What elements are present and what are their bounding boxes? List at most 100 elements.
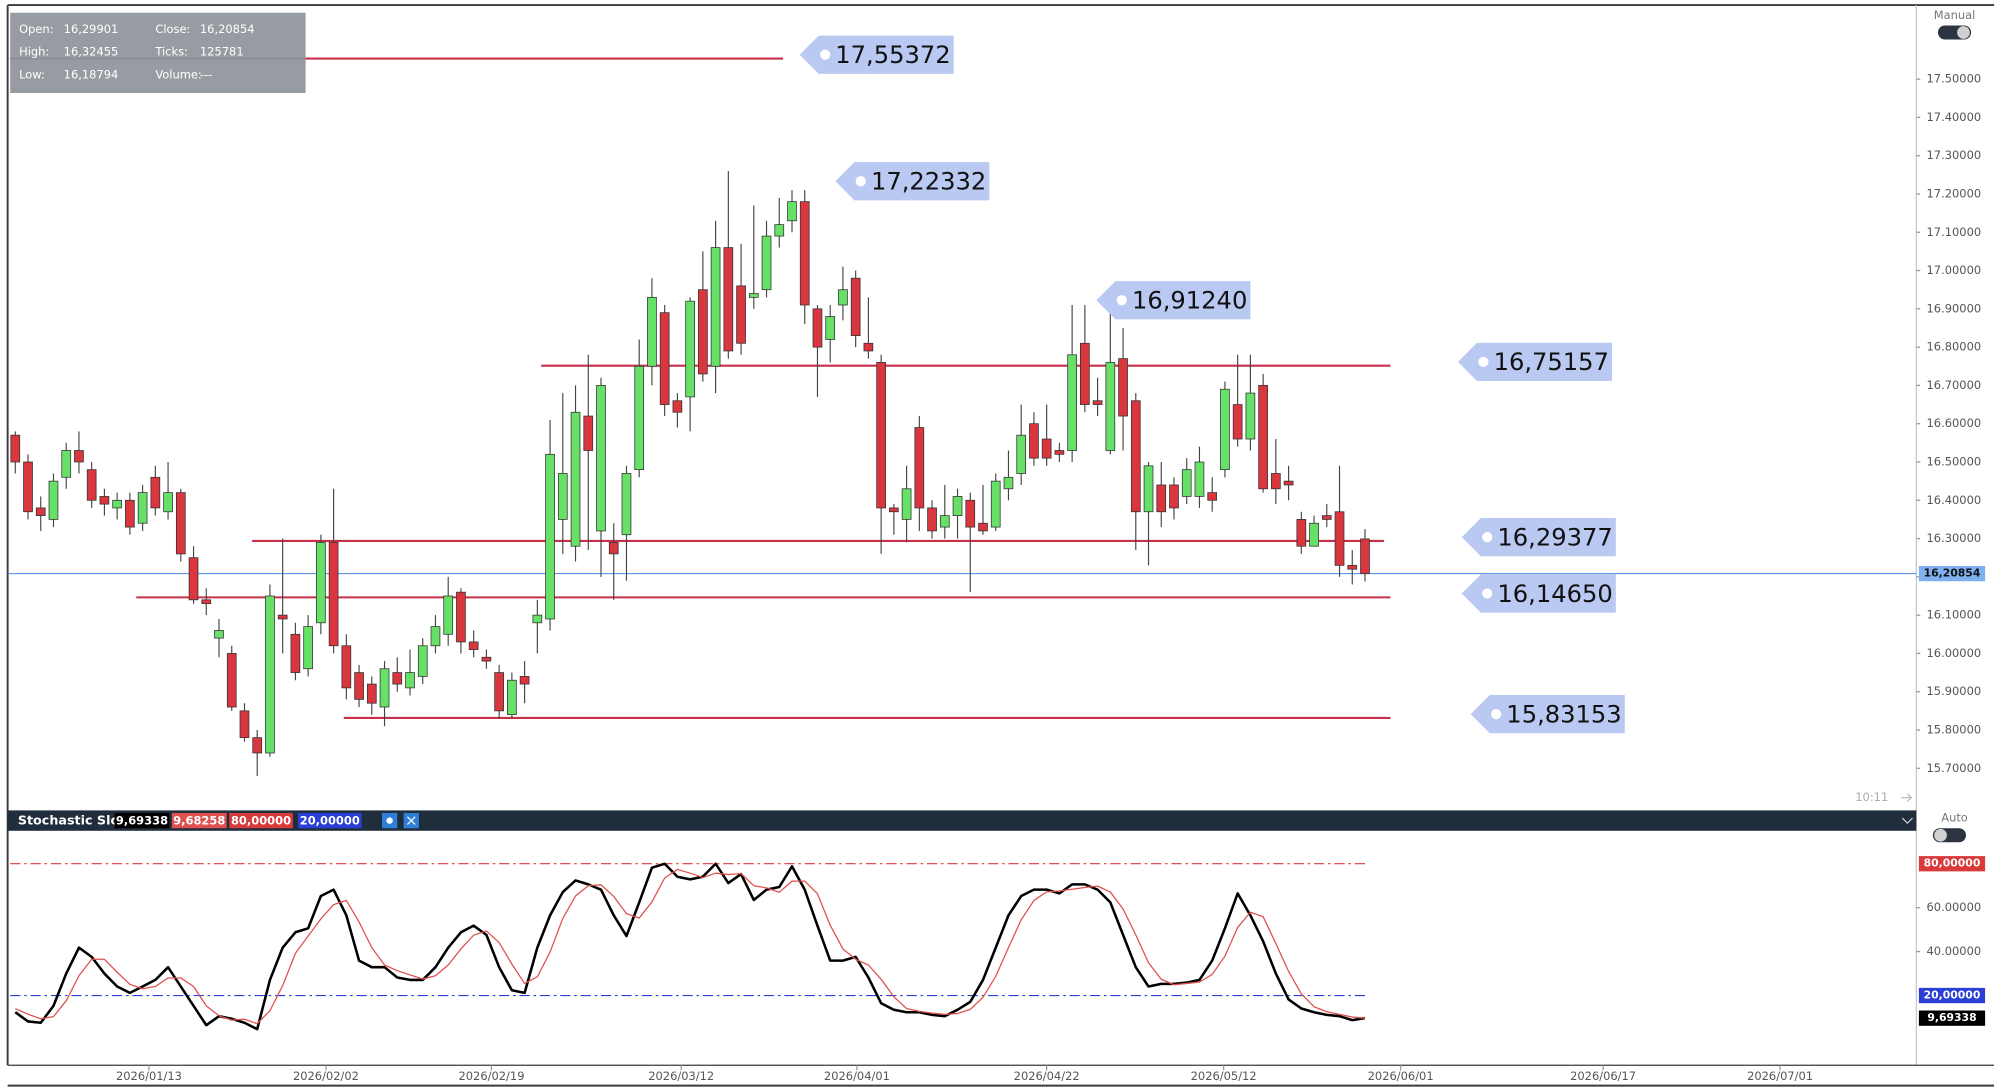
callout-dot xyxy=(1482,532,1493,543)
candle-body xyxy=(456,591,466,643)
candle-body xyxy=(405,672,415,689)
collapse-icon[interactable] xyxy=(1901,817,1913,825)
candle-body xyxy=(290,633,301,673)
candle-body xyxy=(125,499,135,528)
y-tick-label: 40.00000 xyxy=(1927,944,1982,958)
candle-body xyxy=(61,450,72,478)
info-label: High: xyxy=(19,45,49,59)
candle-body xyxy=(850,277,861,337)
close-icon xyxy=(407,816,416,825)
info-box: Open: 16,29901 High: 16,32455 Low: 16,18794 Cl… xyxy=(10,12,306,94)
last-price-tag xyxy=(1918,565,1986,582)
info-label: Open: xyxy=(19,22,53,36)
y-tick-label: 16.70000 xyxy=(1927,378,1982,392)
candle-body xyxy=(1347,564,1358,570)
candle-body xyxy=(1334,511,1345,566)
candle-body xyxy=(621,473,632,536)
info-label: Low: xyxy=(19,68,45,82)
candle-body xyxy=(723,247,734,352)
candle-body xyxy=(417,645,428,677)
y-tick-label: 16.10000 xyxy=(1927,608,1982,622)
candle-body xyxy=(354,672,364,700)
candle-body xyxy=(1143,465,1154,513)
y-tick-label: 17.00000 xyxy=(1927,263,1982,277)
callout-dot xyxy=(820,49,831,60)
candle-body xyxy=(1271,473,1281,490)
candle-body xyxy=(1105,362,1116,451)
header-level-value: 20,00000 xyxy=(300,814,360,828)
level-label: 17,22332 xyxy=(871,167,986,195)
candle-body xyxy=(787,201,797,222)
candle-body xyxy=(163,492,173,513)
header-series-value: 9,68258 xyxy=(173,814,225,828)
y-tick-label: 16.80000 xyxy=(1927,340,1982,354)
header-level-box xyxy=(229,812,293,829)
price-pane: 17.50000 17.40000 17.30000 17.20000 17.10000… xyxy=(7,35,1986,776)
level-callout xyxy=(1470,694,1625,734)
candle-body xyxy=(1003,476,1014,490)
last-price-label: 16,20854 xyxy=(1924,567,1981,580)
mode-label: Manual xyxy=(1934,8,1976,22)
candle-body xyxy=(647,296,657,367)
x-tick-label: 2026/04/22 xyxy=(1014,1069,1080,1083)
candle-body xyxy=(659,312,670,405)
y-tick-label: 15.70000 xyxy=(1927,761,1982,775)
x-tick-label: 2026/02/02 xyxy=(293,1069,359,1083)
candle-body xyxy=(392,672,403,685)
candle-body xyxy=(265,595,275,754)
candle-body xyxy=(201,599,212,605)
header-level-value: 80,00000 xyxy=(231,814,291,828)
candle-body xyxy=(570,411,581,547)
indicator-header xyxy=(7,810,1917,831)
x-tick-label: 2026/06/17 xyxy=(1570,1069,1636,1083)
candle-body xyxy=(379,668,390,708)
candle-body xyxy=(939,515,950,528)
candle-body xyxy=(277,614,288,620)
candle-body xyxy=(596,385,606,532)
candle-body xyxy=(430,626,441,647)
info-label: Ticks: xyxy=(154,45,188,59)
scroll-icon[interactable] xyxy=(1901,793,1913,802)
candle-body xyxy=(1321,515,1332,520)
y-tick-label: 16.30000 xyxy=(1927,531,1982,545)
candle-body xyxy=(1181,469,1192,497)
last-value-label: 9,69338 xyxy=(1927,1011,1976,1024)
candle-body xyxy=(634,365,645,471)
candle-body xyxy=(239,710,250,739)
candle-body xyxy=(150,476,161,509)
candle-body xyxy=(1118,358,1128,417)
candle-body xyxy=(990,480,1001,528)
candle-body xyxy=(1029,423,1039,459)
candle-body xyxy=(1080,342,1090,405)
candle-body xyxy=(48,480,59,520)
y-tick-label: 15.90000 xyxy=(1927,684,1982,698)
candle-body xyxy=(557,473,568,520)
level-tag xyxy=(1918,987,1986,1004)
toggle-knob xyxy=(1957,26,1970,39)
candle-body xyxy=(99,496,110,505)
level-callout xyxy=(1461,518,1616,557)
candle-body xyxy=(1169,484,1179,509)
x-tick-label: 2026/01/13 xyxy=(116,1069,182,1083)
level-label: 15,83153 xyxy=(1506,700,1621,728)
info-label: Volume: xyxy=(155,68,201,82)
candle-body xyxy=(838,289,848,306)
candle-body xyxy=(23,461,33,513)
candle-body xyxy=(519,676,530,685)
level-callout xyxy=(835,162,990,201)
y-tick-label: 17.20000 xyxy=(1927,186,1982,200)
y-tick-label: 15.80000 xyxy=(1927,722,1982,736)
candle-body xyxy=(952,496,963,516)
candle-body xyxy=(672,400,683,413)
candle-body xyxy=(1283,480,1294,486)
candle-body xyxy=(761,235,772,291)
candle-body xyxy=(494,672,504,712)
candle-body xyxy=(366,683,377,704)
level-tag-label: 80,00000 xyxy=(1924,857,1981,870)
y-tick-label: 16.40000 xyxy=(1927,493,1982,507)
info-background xyxy=(10,12,306,94)
candle-body xyxy=(545,453,555,620)
candle-body xyxy=(1130,400,1141,513)
x-tick-label: 2026/03/12 xyxy=(648,1069,714,1083)
